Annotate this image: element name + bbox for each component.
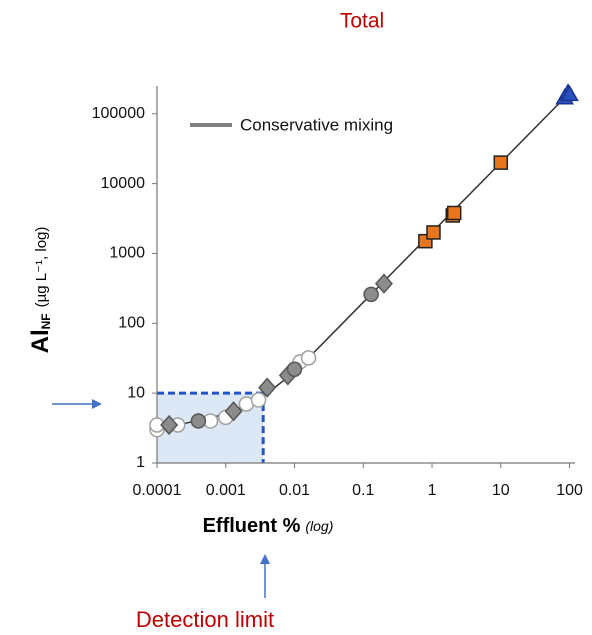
point [250,392,267,408]
y-tick-label: 100 [118,315,145,332]
x-label: Effluent % [203,515,301,537]
point [286,361,303,377]
y-tick-label: 1000 [109,245,145,262]
y-label-sub: NF [39,313,53,329]
y-label: Al [27,329,54,353]
y-axis-label: AlNF (µg L⁻¹, log) [27,227,54,354]
x-tick-label: 0.0001 [133,482,182,499]
point [446,205,462,221]
legend-label: Conservative mixing [240,115,393,134]
x-tick-label: 0.01 [279,482,310,499]
point [426,225,441,240]
arrow-head [260,554,270,564]
point [363,286,379,303]
y-tick-label: 1 [136,454,145,471]
point [493,155,509,170]
x-axis-label: Effluent % (log) [203,515,334,537]
detection-label: Detection limit [136,607,274,632]
x-label-note: (log) [305,518,333,534]
y-label-note: (µg L⁻¹, log) [33,227,50,308]
y-tick-label: 10000 [101,175,146,192]
x-tick-label: 0.001 [206,482,246,499]
arrows [52,399,270,598]
point [374,273,393,294]
y-tick-label: 10 [127,384,145,401]
x-tick-label: 0.1 [352,482,374,499]
y-tick-label: 100000 [92,105,145,122]
point [300,350,317,366]
x-tick-label: 100 [556,482,583,499]
point [160,414,179,436]
mixing-line [156,92,571,431]
point [190,413,207,429]
arrow-head [92,399,102,409]
chart-title: Total [340,10,384,33]
x-tick-label: 10 [492,482,510,499]
point [258,377,277,398]
point [560,84,579,102]
point [224,401,243,422]
x-tick-label: 1 [428,482,437,499]
